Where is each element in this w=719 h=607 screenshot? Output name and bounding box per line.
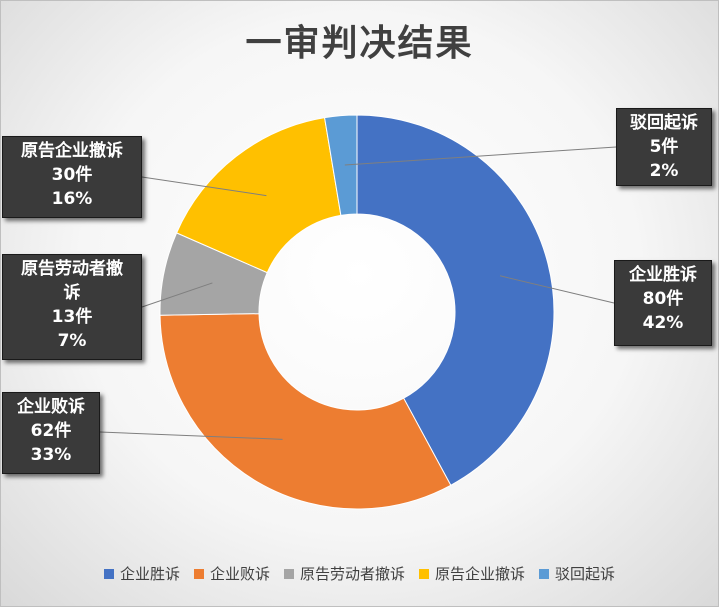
data-label-worker-name-line2: 诉	[63, 283, 81, 303]
donut-slice-4	[323, 114, 358, 216]
donut-slice-0	[356, 114, 555, 486]
data-label-company-percent: 16%	[51, 189, 93, 209]
data-label-lose-name: 企业败诉	[17, 397, 85, 417]
chart-legend: 企业胜诉 企业败诉 原告劳动者撤诉 原告企业撤诉 驳回起诉	[0, 563, 719, 584]
legend-label-company: 原告企业撤诉	[435, 565, 526, 583]
data-label-worker-name-line1: 原告劳动者撤	[21, 259, 123, 279]
data-label-company-count: 30件	[51, 165, 93, 185]
legend-swatch-lose	[193, 568, 204, 579]
donut-slice-3	[175, 117, 342, 274]
data-label-lose: 企业败诉 62件 33%	[2, 392, 100, 474]
data-label-win-count: 80件	[642, 289, 684, 309]
data-label-worker: 原告劳动者撤 诉 13件 7%	[2, 254, 142, 360]
data-label-dismiss-name: 驳回起诉	[630, 113, 698, 133]
chart-title: 一审判决结果	[245, 23, 474, 64]
data-label-worker-count: 13件	[51, 307, 93, 327]
legend-label-worker: 原告劳动者撤诉	[299, 565, 405, 583]
data-label-lose-count: 62件	[30, 421, 72, 441]
leader-line-0	[499, 275, 615, 304]
data-label-win: 企业胜诉 80件 42%	[614, 260, 712, 346]
data-label-worker-percent: 7%	[57, 331, 87, 351]
legend-item-dismiss: 驳回起诉	[539, 563, 615, 584]
data-label-lose-percent: 33%	[30, 445, 72, 465]
data-label-dismiss-percent: 2%	[649, 161, 679, 181]
data-label-win-name: 企业胜诉	[629, 265, 697, 285]
legend-swatch-dismiss	[539, 568, 550, 579]
leader-line-1	[99, 431, 283, 440]
legend-swatch-company	[419, 568, 429, 579]
leader-line-4	[344, 146, 617, 166]
data-label-dismiss: 驳回起诉 5件 2%	[616, 108, 712, 186]
leader-lines	[99, 146, 617, 440]
legend-label-win: 企业胜诉	[119, 565, 180, 583]
legend-swatch-worker	[283, 568, 294, 579]
legend-item-worker: 原告劳动者撤诉	[283, 563, 405, 584]
data-label-company: 原告企业撤诉 30件 16%	[2, 136, 142, 218]
legend-item-lose: 企业败诉	[193, 563, 270, 584]
leader-line-3	[141, 176, 267, 197]
donut-slices	[159, 114, 555, 510]
legend-item-company: 原告企业撤诉	[419, 563, 525, 584]
data-label-company-name: 原告企业撤诉	[21, 141, 123, 161]
legend-swatch-win	[103, 568, 114, 579]
data-label-dismiss-count: 5件	[649, 137, 679, 157]
legend-label-lose: 企业败诉	[209, 565, 270, 583]
legend-item-win: 企业胜诉	[103, 563, 180, 584]
donut-slice-1	[159, 313, 452, 510]
data-label-win-percent: 42%	[642, 313, 684, 333]
legend-label-dismiss: 驳回起诉	[555, 565, 616, 583]
leader-line-2	[141, 282, 213, 308]
